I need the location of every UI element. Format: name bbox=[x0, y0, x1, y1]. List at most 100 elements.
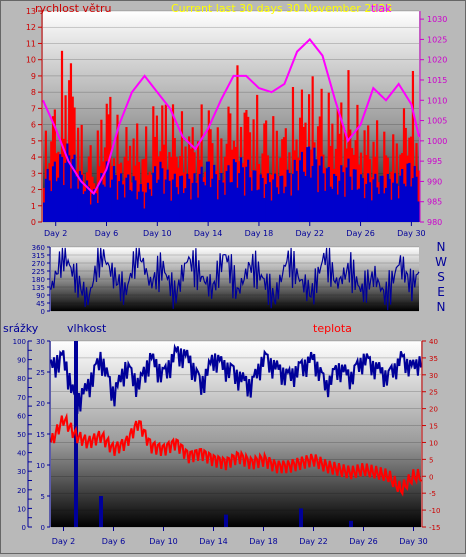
wind-bar bbox=[376, 120, 379, 222]
wind-bar bbox=[248, 132, 252, 222]
gust-bar bbox=[157, 179, 160, 222]
humidity-tick-label: 25 bbox=[36, 369, 45, 377]
gust-bar bbox=[261, 177, 264, 222]
gust-bar bbox=[352, 169, 355, 222]
gust-bar bbox=[311, 165, 314, 222]
gust-bar bbox=[152, 172, 155, 222]
gust-bar bbox=[302, 171, 305, 222]
rain-bar bbox=[224, 514, 228, 527]
gust-bar bbox=[96, 202, 99, 222]
rain-tick-label: 20 bbox=[17, 487, 26, 495]
compass-label: S bbox=[437, 270, 445, 284]
temperature-axis-label: teplota bbox=[313, 322, 352, 335]
temperature-tick-label: 40 bbox=[429, 338, 438, 346]
gust-bar bbox=[256, 190, 259, 222]
wind-bar bbox=[395, 143, 398, 222]
wind-bar bbox=[370, 177, 373, 222]
gust-bar bbox=[293, 159, 296, 222]
wind-bar bbox=[69, 63, 73, 222]
gust-bar bbox=[116, 199, 119, 222]
wind-bar bbox=[123, 156, 126, 222]
temperature-tick-label: 10 bbox=[429, 439, 438, 447]
humidity-tick-label: 10 bbox=[36, 462, 45, 470]
gust-bar bbox=[196, 197, 200, 222]
gust-bar bbox=[381, 175, 384, 222]
wind-bar bbox=[100, 119, 103, 222]
wind-bar bbox=[180, 111, 184, 222]
wind-x-tick-label: Day 18 bbox=[245, 229, 274, 238]
rain-tick-label: 50 bbox=[17, 431, 26, 439]
gust-bar bbox=[263, 197, 266, 222]
gust-bar bbox=[105, 161, 108, 222]
rain-left-ticks: 0 10 20 30 40 50 60 70 80 90 100 bbox=[13, 338, 32, 532]
humidity-x-tick-label: Day 30 bbox=[399, 537, 428, 546]
gust-bar bbox=[125, 177, 128, 222]
gust-bar bbox=[359, 174, 363, 222]
gust-bar bbox=[410, 186, 413, 222]
humidity-x-tick-label: Day 10 bbox=[149, 537, 178, 546]
gust-bar bbox=[139, 183, 142, 222]
wind-bar bbox=[327, 92, 330, 222]
gust-bar bbox=[200, 166, 203, 222]
gust-bar bbox=[143, 208, 146, 222]
gust-bar bbox=[66, 143, 69, 222]
gust-bar bbox=[50, 191, 53, 222]
gust-bar bbox=[68, 155, 71, 222]
temperature-tick-label: -10 bbox=[429, 507, 440, 515]
wind-bar bbox=[161, 105, 164, 222]
wind-tick-label: 1 bbox=[31, 202, 36, 211]
gust-bar bbox=[336, 194, 339, 222]
gust-bar bbox=[107, 162, 110, 222]
wind-bar bbox=[320, 88, 323, 222]
gust-bar bbox=[173, 173, 176, 222]
gust-bar bbox=[184, 188, 187, 222]
gust-bar bbox=[300, 151, 304, 222]
gust-bar bbox=[313, 147, 316, 222]
wind-bar bbox=[329, 145, 332, 222]
wind-bar bbox=[284, 128, 287, 222]
humidity-x-tick-label: Day 26 bbox=[349, 537, 378, 546]
pressure-tick-label: 1015 bbox=[427, 76, 447, 85]
wind-bar bbox=[164, 104, 167, 222]
gust-bar bbox=[112, 166, 116, 222]
gust-bar bbox=[395, 183, 398, 222]
rain-tick-label: 70 bbox=[17, 394, 26, 402]
wind-tick-label: 4 bbox=[31, 153, 36, 162]
gust-bar bbox=[223, 194, 227, 222]
wind-tick-label: 9 bbox=[31, 72, 36, 81]
gust-bar bbox=[291, 173, 295, 222]
gust-bar bbox=[281, 175, 284, 222]
gust-bar bbox=[64, 162, 67, 222]
gust-bar bbox=[374, 173, 377, 222]
gust-bar bbox=[234, 162, 237, 222]
compass-label: W bbox=[435, 255, 447, 269]
gust-bar bbox=[161, 168, 164, 222]
wind-bar bbox=[245, 109, 248, 222]
compass-label: N bbox=[437, 300, 446, 314]
gust-bar bbox=[232, 159, 235, 222]
wind-bar bbox=[411, 70, 415, 222]
rain-tick-label: 80 bbox=[17, 375, 26, 383]
wind-bar bbox=[282, 137, 286, 222]
pressure-tick-label: 985 bbox=[427, 198, 442, 207]
gust-bar bbox=[44, 178, 47, 222]
gust-bar bbox=[342, 172, 345, 222]
gust-bar bbox=[69, 188, 73, 222]
wind-tick-label: 8 bbox=[31, 88, 36, 97]
wind-bar bbox=[229, 113, 232, 222]
gust-bar bbox=[377, 193, 381, 222]
gust-bar bbox=[318, 165, 321, 222]
direction-tick-label: 315 bbox=[32, 252, 45, 260]
gust-bar bbox=[299, 160, 302, 222]
gust-bar bbox=[329, 186, 332, 222]
wind-bar bbox=[128, 145, 132, 222]
gust-bar bbox=[62, 185, 65, 222]
gust-bar bbox=[186, 173, 189, 222]
gust-bar bbox=[57, 177, 60, 222]
gust-bar bbox=[241, 167, 244, 222]
rain-tick-label: 30 bbox=[17, 468, 26, 476]
gust-bar bbox=[146, 182, 150, 222]
temperature-tick-label: 0 bbox=[429, 473, 433, 481]
